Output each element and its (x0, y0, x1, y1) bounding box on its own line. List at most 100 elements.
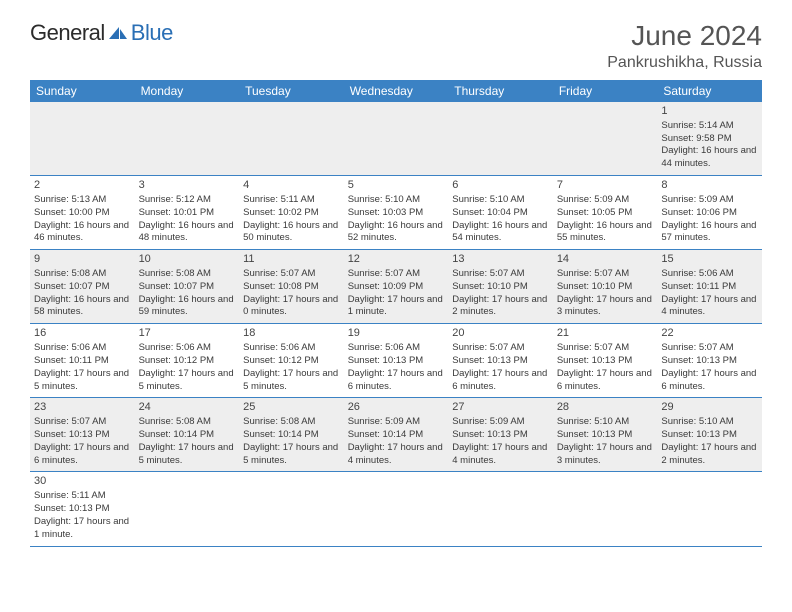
weekday-header-row: Sunday Monday Tuesday Wednesday Thursday… (30, 80, 762, 102)
sunset-text: Sunset: 10:14 PM (243, 429, 340, 442)
sunrise-text: Sunrise: 5:06 AM (348, 342, 445, 355)
daylight-text: Daylight: 17 hours and 4 minutes. (348, 442, 445, 468)
day-number: 14 (557, 252, 654, 267)
sunset-text: Sunset: 10:10 PM (557, 281, 654, 294)
sunrise-text: Sunrise: 5:06 AM (34, 342, 131, 355)
calendar-day-cell (239, 472, 344, 546)
calendar-day-cell (553, 102, 658, 176)
calendar-week-row: 9Sunrise: 5:08 AMSunset: 10:07 PMDayligh… (30, 250, 762, 324)
sunset-text: Sunset: 10:10 PM (452, 281, 549, 294)
day-number: 28 (557, 400, 654, 415)
daylight-text: Daylight: 16 hours and 44 minutes. (661, 145, 758, 171)
calendar-day-cell: 25Sunrise: 5:08 AMSunset: 10:14 PMDaylig… (239, 398, 344, 472)
daylight-text: Daylight: 17 hours and 2 minutes. (661, 442, 758, 468)
sunset-text: Sunset: 10:08 PM (243, 281, 340, 294)
calendar-day-cell (344, 102, 449, 176)
sunrise-text: Sunrise: 5:09 AM (452, 416, 549, 429)
calendar-day-cell: 24Sunrise: 5:08 AMSunset: 10:14 PMDaylig… (135, 398, 240, 472)
sunrise-text: Sunrise: 5:07 AM (452, 342, 549, 355)
sunrise-text: Sunrise: 5:09 AM (348, 416, 445, 429)
weekday-header: Tuesday (239, 80, 344, 102)
location: Pankrushikha, Russia (607, 54, 762, 72)
sunrise-text: Sunrise: 5:09 AM (557, 194, 654, 207)
sunrise-text: Sunrise: 5:07 AM (452, 268, 549, 281)
daylight-text: Daylight: 17 hours and 5 minutes. (34, 368, 131, 394)
day-number: 21 (557, 326, 654, 341)
day-number: 8 (661, 178, 758, 193)
calendar-day-cell (239, 102, 344, 176)
calendar-day-cell (30, 102, 135, 176)
daylight-text: Daylight: 17 hours and 6 minutes. (348, 368, 445, 394)
sunrise-text: Sunrise: 5:07 AM (661, 342, 758, 355)
calendar-week-row: 2Sunrise: 5:13 AMSunset: 10:00 PMDayligh… (30, 176, 762, 250)
sunset-text: Sunset: 10:12 PM (243, 355, 340, 368)
daylight-text: Daylight: 16 hours and 50 minutes. (243, 220, 340, 246)
sunrise-text: Sunrise: 5:07 AM (557, 342, 654, 355)
day-number: 26 (348, 400, 445, 415)
day-number: 9 (34, 252, 131, 267)
day-number: 4 (243, 178, 340, 193)
daylight-text: Daylight: 17 hours and 0 minutes. (243, 294, 340, 320)
logo: General Blue (30, 20, 173, 46)
page-title: June 2024 (607, 20, 762, 52)
sunrise-text: Sunrise: 5:10 AM (348, 194, 445, 207)
weekday-header: Sunday (30, 80, 135, 102)
calendar-day-cell: 3Sunrise: 5:12 AMSunset: 10:01 PMDayligh… (135, 176, 240, 250)
day-number: 27 (452, 400, 549, 415)
daylight-text: Daylight: 17 hours and 3 minutes. (557, 294, 654, 320)
daylight-text: Daylight: 17 hours and 4 minutes. (452, 442, 549, 468)
sunset-text: Sunset: 10:00 PM (34, 207, 131, 220)
calendar-day-cell: 17Sunrise: 5:06 AMSunset: 10:12 PMDaylig… (135, 324, 240, 398)
calendar-week-row: 23Sunrise: 5:07 AMSunset: 10:13 PMDaylig… (30, 398, 762, 472)
calendar-day-cell: 4Sunrise: 5:11 AMSunset: 10:02 PMDayligh… (239, 176, 344, 250)
sunrise-text: Sunrise: 5:08 AM (139, 416, 236, 429)
sunset-text: Sunset: 10:11 PM (661, 281, 758, 294)
weekday-header: Thursday (448, 80, 553, 102)
calendar-day-cell: 14Sunrise: 5:07 AMSunset: 10:10 PMDaylig… (553, 250, 658, 324)
sunset-text: Sunset: 10:09 PM (348, 281, 445, 294)
calendar-table: Sunday Monday Tuesday Wednesday Thursday… (30, 80, 762, 547)
title-block: June 2024 Pankrushikha, Russia (607, 20, 762, 72)
weekday-header: Monday (135, 80, 240, 102)
day-number: 17 (139, 326, 236, 341)
sunset-text: Sunset: 10:05 PM (557, 207, 654, 220)
calendar-day-cell (553, 472, 658, 546)
daylight-text: Daylight: 17 hours and 5 minutes. (243, 442, 340, 468)
daylight-text: Daylight: 17 hours and 4 minutes. (661, 294, 758, 320)
calendar-day-cell (657, 472, 762, 546)
sunset-text: Sunset: 10:13 PM (661, 355, 758, 368)
sunrise-text: Sunrise: 5:07 AM (348, 268, 445, 281)
day-number: 13 (452, 252, 549, 267)
calendar-day-cell: 15Sunrise: 5:06 AMSunset: 10:11 PMDaylig… (657, 250, 762, 324)
calendar-day-cell: 18Sunrise: 5:06 AMSunset: 10:12 PMDaylig… (239, 324, 344, 398)
sunrise-text: Sunrise: 5:13 AM (34, 194, 131, 207)
calendar-day-cell: 1Sunrise: 5:14 AMSunset: 9:58 PMDaylight… (657, 102, 762, 176)
day-number: 5 (348, 178, 445, 193)
calendar-day-cell: 2Sunrise: 5:13 AMSunset: 10:00 PMDayligh… (30, 176, 135, 250)
day-number: 25 (243, 400, 340, 415)
calendar-day-cell: 10Sunrise: 5:08 AMSunset: 10:07 PMDaylig… (135, 250, 240, 324)
day-number: 20 (452, 326, 549, 341)
calendar-day-cell (135, 472, 240, 546)
sunrise-text: Sunrise: 5:11 AM (34, 490, 131, 503)
daylight-text: Daylight: 17 hours and 6 minutes. (557, 368, 654, 394)
sunset-text: Sunset: 10:14 PM (348, 429, 445, 442)
day-number: 11 (243, 252, 340, 267)
sunset-text: Sunset: 10:04 PM (452, 207, 549, 220)
day-number: 7 (557, 178, 654, 193)
daylight-text: Daylight: 16 hours and 59 minutes. (139, 294, 236, 320)
sunset-text: Sunset: 10:13 PM (661, 429, 758, 442)
day-number: 12 (348, 252, 445, 267)
sunrise-text: Sunrise: 5:06 AM (243, 342, 340, 355)
sunset-text: Sunset: 10:13 PM (452, 429, 549, 442)
sunrise-text: Sunrise: 5:07 AM (557, 268, 654, 281)
sunset-text: Sunset: 10:01 PM (139, 207, 236, 220)
daylight-text: Daylight: 16 hours and 54 minutes. (452, 220, 549, 246)
sunrise-text: Sunrise: 5:08 AM (243, 416, 340, 429)
calendar-day-cell: 6Sunrise: 5:10 AMSunset: 10:04 PMDayligh… (448, 176, 553, 250)
sunset-text: Sunset: 10:13 PM (34, 429, 131, 442)
daylight-text: Daylight: 17 hours and 5 minutes. (139, 442, 236, 468)
sunrise-text: Sunrise: 5:10 AM (661, 416, 758, 429)
calendar-day-cell: 26Sunrise: 5:09 AMSunset: 10:14 PMDaylig… (344, 398, 449, 472)
sunrise-text: Sunrise: 5:06 AM (139, 342, 236, 355)
